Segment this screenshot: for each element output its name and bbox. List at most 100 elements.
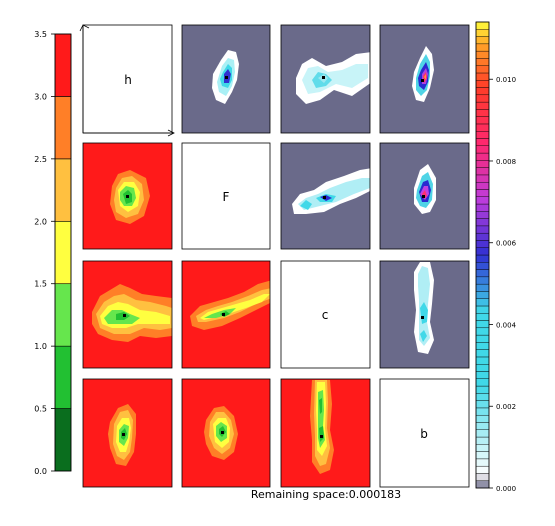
- diagonal-label-h: h: [124, 73, 132, 87]
- colorbar-stripe: [475, 364, 490, 372]
- colorbar-stripe: [475, 393, 490, 401]
- colorbar-stripe: [475, 473, 490, 481]
- peak-marker: [225, 76, 228, 79]
- colorbar-stripe: [475, 72, 490, 81]
- panel-1-2: [280, 142, 371, 250]
- colorbar-stripe: [475, 94, 490, 103]
- panel-3-2: [280, 378, 371, 488]
- panel-2-1: [181, 260, 271, 369]
- colorbar-stripe: [475, 458, 490, 467]
- colorbar-stripe: [475, 378, 490, 387]
- panel-2-2: c: [280, 260, 371, 369]
- colorbar-tick-label: 1.5: [34, 280, 47, 289]
- colorbar-stripe: [475, 436, 490, 445]
- panel-0-2: [280, 24, 371, 134]
- colorbar-stripe: [475, 247, 490, 256]
- colorbar-stripe: [475, 422, 490, 430]
- panel-3-0: [82, 378, 173, 488]
- colorbar-stripe: [475, 225, 490, 234]
- right-colorbar-frame: [475, 21, 490, 489]
- colorbar-band: [54, 220, 72, 285]
- peak-marker: [320, 435, 323, 438]
- colorbar-stripe: [475, 342, 490, 350]
- colorbar-tick-label: 0.0: [34, 467, 47, 476]
- right-colorbar-stripes: [475, 21, 490, 489]
- colorbar-stripe: [475, 138, 490, 146]
- colorbar-stripe: [475, 123, 490, 132]
- colorbar-stripe: [475, 50, 490, 59]
- colorbar-stripe: [475, 211, 490, 219]
- colorbar-stripe: [475, 444, 490, 452]
- right-colorbar: 0.000 0.002 0.004 0.006 0.008 0.010: [475, 21, 517, 493]
- peak-marker: [323, 196, 326, 199]
- colorbar-stripe: [475, 298, 490, 307]
- colorbar-stripe: [475, 232, 490, 241]
- left-colorbar-bands: [54, 33, 72, 472]
- colorbar-stripe: [475, 58, 490, 66]
- panel-2-3: [379, 260, 470, 369]
- colorbar-tick-label: 0.006: [496, 240, 517, 248]
- diagonal-label-c: c: [322, 308, 329, 322]
- colorbar-stripe: [475, 167, 490, 176]
- right-colorbar-ticks: 0.000 0.002 0.004 0.006 0.008 0.010: [489, 76, 517, 493]
- colorbar-tick-label: 0.008: [496, 158, 516, 166]
- colorbar-tick-label: 2.5: [34, 155, 47, 164]
- colorbar-stripe: [475, 385, 490, 394]
- diagonal-label-f: F: [223, 190, 230, 204]
- colorbar-stripe: [475, 254, 490, 263]
- left-colorbar-ticks: 0.0 0.5 1.0 1.5 2.0 2.5 3.0 3.5: [34, 30, 55, 476]
- panel-0-0: h: [79, 24, 175, 137]
- colorbar-stripe: [475, 313, 490, 321]
- colorbar-stripe: [475, 262, 490, 270]
- colorbar-stripe: [475, 320, 490, 329]
- peak-marker: [126, 195, 129, 198]
- colorbar-stripe: [475, 240, 490, 248]
- panel-3-3: b: [379, 378, 470, 488]
- colorbar-stripe: [475, 196, 490, 205]
- peak-marker: [221, 431, 224, 434]
- peak-marker: [322, 76, 325, 79]
- left-colorbar: 0.0 0.5 1.0 1.5 2.0 2.5 3.0 3.5: [34, 30, 72, 476]
- peak-marker: [421, 79, 424, 82]
- colorbar-stripe: [475, 174, 490, 183]
- colorbar-band: [54, 408, 72, 472]
- colorbar-stripe: [475, 21, 490, 30]
- remaining-space-label: Remaining space:0.000183: [251, 488, 401, 501]
- panel-2-0: [82, 260, 173, 369]
- colorbar-tick-label: 3.0: [34, 92, 47, 101]
- colorbar-band: [54, 96, 72, 160]
- colorbar-stripe: [475, 181, 490, 190]
- colorbar-stripe: [475, 371, 490, 379]
- colorbar-stripe: [475, 116, 490, 125]
- colorbar-stripe: [475, 65, 490, 74]
- peak-marker: [222, 313, 225, 316]
- colorbar-stripe: [475, 131, 490, 139]
- colorbar-band: [54, 283, 72, 347]
- panel-1-3: [379, 142, 470, 250]
- colorbar-stripe: [475, 203, 490, 212]
- colorbar-stripe: [475, 101, 490, 110]
- colorbar-stripe: [475, 291, 490, 299]
- colorbar-tick-label: 1.0: [34, 342, 47, 351]
- colorbar-stripe: [475, 29, 490, 37]
- peak-marker: [123, 314, 126, 317]
- panel-1-0: [82, 142, 173, 250]
- colorbar-band: [54, 33, 72, 97]
- colorbar-stripe: [475, 160, 490, 168]
- colorbar-stripe: [475, 305, 490, 314]
- colorbar-tick-label: 0.010: [496, 76, 516, 84]
- colorbar-stripe: [475, 269, 490, 278]
- colorbar-tick-label: 3.5: [34, 30, 47, 39]
- colorbar-stripe: [475, 407, 490, 416]
- colorbar-stripe: [475, 327, 490, 336]
- colorbar-tick-label: 0.002: [496, 403, 516, 411]
- colorbar-stripe: [475, 356, 490, 365]
- colorbar-tick-label: 0.000: [496, 485, 516, 493]
- colorbar-tick-label: 2.0: [34, 217, 47, 226]
- left-colorbar-frame: [54, 33, 72, 472]
- colorbar-stripe: [475, 400, 490, 409]
- colorbar-stripe: [475, 218, 490, 227]
- colorbar-band: [54, 345, 72, 409]
- panel-3-1: [181, 378, 271, 488]
- diagonal-label-b: b: [420, 427, 428, 441]
